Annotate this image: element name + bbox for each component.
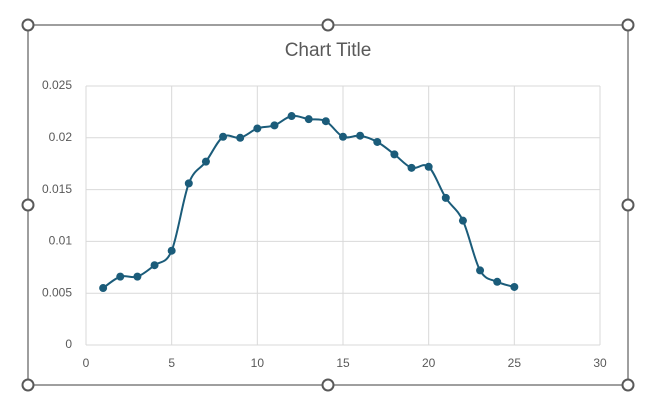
data-point [133,272,142,281]
handle[interactable] [21,378,35,392]
handle[interactable] [21,198,35,212]
selection-handles [21,18,635,392]
y-tick-label: 0.02 [49,130,73,144]
data-point [390,150,399,159]
data-point [116,272,125,281]
handle[interactable] [621,198,635,212]
data-point [510,282,519,291]
x-tick-label: 0 [83,356,90,370]
data-point [253,124,262,133]
data-point [321,117,330,126]
data-point [184,179,193,188]
data-point [493,277,502,286]
y-tick-label: 0.015 [42,182,72,196]
data-point [373,137,382,146]
data-point [287,112,296,121]
data-point [304,115,313,124]
data-point [339,132,347,141]
data-point [201,157,210,166]
handle[interactable] [621,18,635,32]
data-point [476,266,485,275]
data-point [167,246,176,255]
data-point [424,162,433,171]
data-point [270,121,279,130]
x-tick-label: 30 [593,356,607,370]
handle[interactable] [321,18,335,32]
handle[interactable] [321,378,335,392]
handle[interactable] [621,378,635,392]
x-tick-label: 15 [336,356,350,370]
data-point [99,284,108,293]
x-tick-label: 5 [168,356,175,370]
handle[interactable] [21,18,35,32]
x-tick-label: 20 [422,356,436,370]
chart-title: Chart Title [285,40,372,61]
chart-frame[interactable] [27,24,629,386]
plot-area: 0 0.005 0.01 0.015 0.02 0.025 0 5 10 15 20 25 30 [42,78,607,370]
data-point [236,133,245,142]
x-tick-label: 25 [508,356,522,370]
data-point [407,163,416,172]
y-tick-label: 0.01 [49,234,73,248]
y-tick-label: 0 [65,337,72,351]
data-point [356,131,365,140]
data-point [219,132,228,141]
x-tick-label: 10 [251,356,265,370]
y-tick-label: 0.005 [42,285,72,299]
data-point [150,261,159,270]
data-point [441,193,450,202]
data-point [458,216,467,225]
y-tick-label: 0.025 [42,78,72,92]
